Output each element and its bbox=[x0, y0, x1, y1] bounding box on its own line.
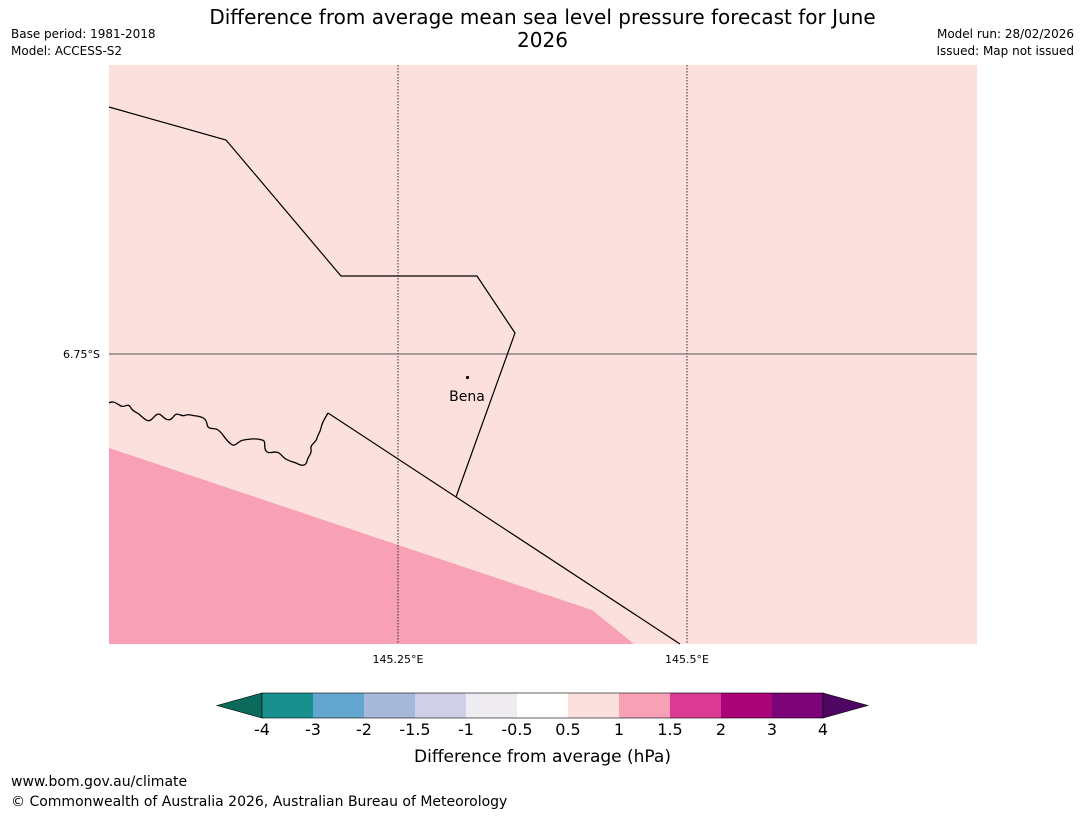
model-run-text: Model run: 28/02/2026 bbox=[936, 27, 1074, 41]
model-text: Model: ACCESS-S2 bbox=[11, 44, 123, 58]
longitude-label: 145.25°E bbox=[373, 653, 424, 666]
colorbar-tick-label: -0.5 bbox=[501, 720, 532, 739]
longitude-label: 145.5°E bbox=[665, 653, 709, 666]
footer-url: www.bom.gov.au/climate bbox=[11, 774, 188, 790]
colorbar-tick-label: 4 bbox=[818, 720, 828, 739]
colorbar-segment bbox=[466, 693, 517, 718]
province-boundary bbox=[108, 106, 516, 498]
colorbar-tick-label: -3 bbox=[305, 720, 321, 739]
footer-copyright: © Commonwealth of Australia 2026, Austra… bbox=[11, 794, 508, 810]
colorbar-segment bbox=[568, 693, 619, 718]
coastline bbox=[108, 401, 329, 466]
meta-left: Base period: 1981-2018 Model: ACCESS-S2 bbox=[11, 26, 156, 60]
colorbar-tick-label: -1 bbox=[458, 720, 474, 739]
colorbar-tick-label: -2 bbox=[356, 720, 372, 739]
map-title: Difference from average mean sea level p… bbox=[209, 5, 876, 52]
colorbar-segment bbox=[313, 693, 364, 718]
province-boundary bbox=[327, 412, 681, 645]
colorbar-tick-label: 1 bbox=[614, 720, 624, 739]
base-period-text: Base period: 1981-2018 bbox=[11, 27, 156, 41]
pressure-region-1-to-1.5 bbox=[109, 448, 634, 644]
place-marker-dot bbox=[465, 375, 470, 380]
latitude-label: 6.75°S bbox=[63, 348, 100, 361]
colorbar: -4 -3 -2 -1.5 -1 -0.5 0.5 1 1.5 2 3 4 Difference fr… bbox=[215, 692, 870, 767]
map-panel: Bena 6.75°S 145.25°E 145.5°E bbox=[63, 65, 977, 666]
colorbar-segment bbox=[772, 693, 823, 718]
meta-right: Model run: 28/02/2026 Issued: Map not is… bbox=[936, 26, 1074, 60]
colorbar-label: Difference from average (hPa) bbox=[414, 747, 671, 767]
colorbar-over-arrow bbox=[822, 692, 870, 719]
colorbar-segment bbox=[517, 693, 568, 718]
colorbar-tick-label: 0.5 bbox=[555, 720, 580, 739]
colorbar-segment bbox=[364, 693, 415, 718]
colorbar-segment bbox=[670, 693, 721, 718]
colorbar-tick-label: -1.5 bbox=[399, 720, 430, 739]
colorbar-segment bbox=[721, 693, 772, 718]
colorbar-under-arrow bbox=[215, 692, 263, 719]
colorbar-tick-label: 2 bbox=[716, 720, 726, 739]
colorbar-tick-label: -4 bbox=[254, 720, 270, 739]
place-label-bena: Bena bbox=[449, 389, 485, 405]
colorbar-segment bbox=[262, 693, 313, 718]
colorbar-segment bbox=[619, 693, 670, 718]
colorbar-tick-label: 3 bbox=[767, 720, 777, 739]
issued-text: Issued: Map not issued bbox=[936, 44, 1074, 58]
colorbar-segment bbox=[415, 693, 466, 718]
colorbar-tick-label: 1.5 bbox=[657, 720, 682, 739]
